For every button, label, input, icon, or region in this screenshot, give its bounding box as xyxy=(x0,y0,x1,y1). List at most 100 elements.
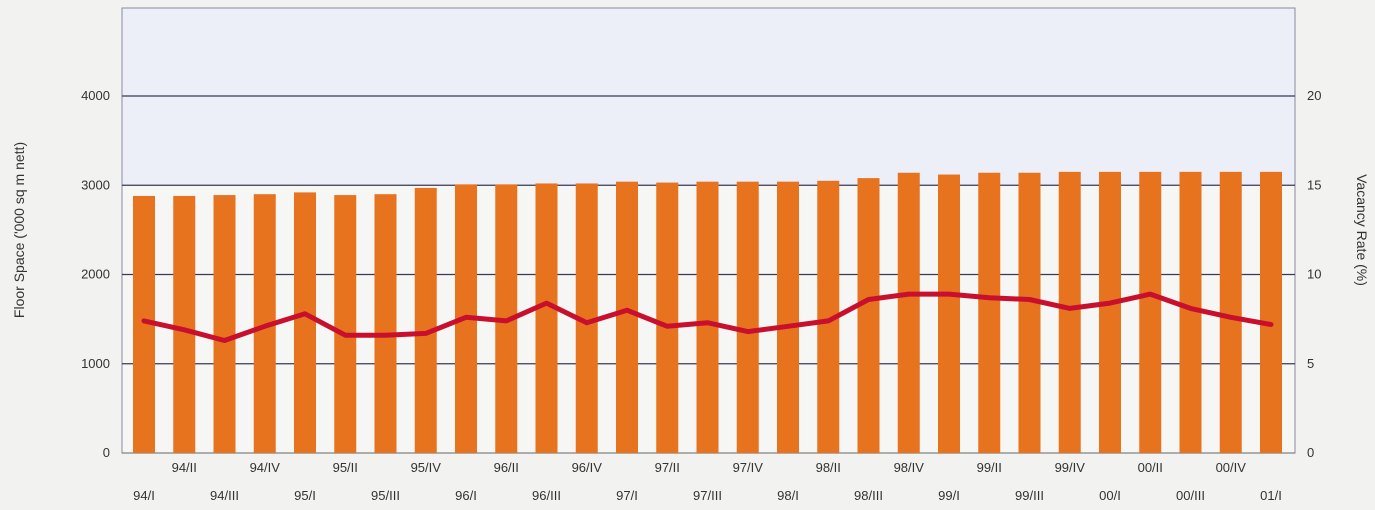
bar xyxy=(736,181,759,453)
line-point xyxy=(464,315,468,320)
x-tick-label: 96/I xyxy=(455,488,477,503)
y-tick-label-right: 15 xyxy=(1307,177,1321,192)
line-point xyxy=(745,329,750,334)
bar xyxy=(938,174,960,454)
x-tick-label: 96/IV xyxy=(572,460,603,475)
line-point xyxy=(343,333,348,338)
y-tick-label-right: 20 xyxy=(1307,88,1321,103)
bar xyxy=(897,172,920,453)
line-point xyxy=(826,318,831,323)
line-point xyxy=(1027,297,1032,302)
line-point xyxy=(222,338,227,343)
bar xyxy=(857,178,880,454)
line-point xyxy=(705,320,710,325)
line-point xyxy=(625,308,629,313)
line-point xyxy=(1108,301,1112,306)
x-tick-label: 97/II xyxy=(655,460,680,475)
x-tick-label: 95/III xyxy=(371,488,400,503)
x-tick-label: 94/I xyxy=(133,488,155,503)
bar xyxy=(817,180,840,453)
x-tick-label: 00/I xyxy=(1099,488,1121,503)
y-axis-title-left: Floor Space ('000 sq m nett) xyxy=(11,142,27,318)
bar xyxy=(294,192,316,453)
bar xyxy=(1058,171,1081,454)
line-point xyxy=(1067,306,1072,311)
x-tick-label: 01/I xyxy=(1260,488,1282,503)
x-tick-label: 96/III xyxy=(532,488,561,503)
plot-area-upper xyxy=(122,8,1295,186)
x-tick-label: 98/III xyxy=(854,488,883,503)
bar xyxy=(173,195,196,453)
line-point xyxy=(1269,322,1273,327)
bar xyxy=(1179,171,1202,454)
line-point xyxy=(866,297,871,302)
line-point xyxy=(544,301,549,306)
bar xyxy=(1219,171,1242,454)
line-point xyxy=(1228,315,1233,320)
x-tick-label: 99/IV xyxy=(1055,460,1086,475)
x-tick-label: 00/II xyxy=(1138,460,1163,475)
x-tick-label: 99/III xyxy=(1015,488,1044,503)
line-point xyxy=(947,292,951,297)
x-tick-label: 94/IV xyxy=(250,460,281,475)
bar xyxy=(133,195,155,453)
x-tick-label: 00/III xyxy=(1176,488,1205,503)
x-tick-label: 94/III xyxy=(210,488,239,503)
bar xyxy=(696,181,719,453)
line-point xyxy=(987,295,992,300)
y-tick-label-left: 1000 xyxy=(81,356,110,371)
x-tick-label: 96/II xyxy=(494,460,519,475)
line-point xyxy=(665,324,670,329)
bar xyxy=(575,183,598,453)
line-point xyxy=(262,324,267,329)
bar xyxy=(1139,171,1162,454)
line-point xyxy=(906,292,911,297)
y-tick-label-left: 3000 xyxy=(81,177,110,192)
y-tick-label-right: 10 xyxy=(1307,267,1321,282)
line-point xyxy=(383,333,388,338)
line-point xyxy=(142,318,146,323)
bar xyxy=(978,172,1001,453)
line-point xyxy=(182,327,187,332)
bar xyxy=(1018,172,1041,453)
x-tick-label: 94/II xyxy=(172,460,197,475)
y-tick-label-right: 5 xyxy=(1307,356,1314,371)
bar xyxy=(535,183,558,453)
bar xyxy=(334,195,357,453)
bar xyxy=(616,181,638,453)
x-tick-label: 98/II xyxy=(816,460,841,475)
x-tick-label: 98/I xyxy=(777,488,799,503)
bar xyxy=(656,182,679,453)
y-tick-label-right: 0 xyxy=(1307,445,1314,460)
y-tick-label-left: 0 xyxy=(103,445,110,460)
x-tick-label: 97/III xyxy=(693,488,722,503)
x-tick-label: 99/II xyxy=(977,460,1002,475)
bar xyxy=(1260,171,1282,454)
x-tick-label: 95/IV xyxy=(411,460,442,475)
bar xyxy=(777,181,799,453)
x-tick-label: 95/I xyxy=(294,488,316,503)
bar xyxy=(1099,171,1121,454)
y-axis-title-right: Vacancy Rate (%) xyxy=(1354,174,1370,286)
line-point xyxy=(303,311,307,316)
line-point xyxy=(584,320,589,325)
x-tick-label: 00/IV xyxy=(1216,460,1247,475)
y-tick-label-left: 4000 xyxy=(81,88,110,103)
line-point xyxy=(1148,292,1153,297)
x-tick-label: 99/I xyxy=(938,488,960,503)
line-point xyxy=(1188,306,1193,311)
x-tick-label: 98/IV xyxy=(894,460,925,475)
x-tick-label: 97/IV xyxy=(733,460,764,475)
line-point xyxy=(786,324,790,329)
bar xyxy=(414,187,437,454)
line-point xyxy=(423,331,428,336)
bar xyxy=(253,194,276,454)
bar xyxy=(213,195,236,453)
x-tick-label: 95/II xyxy=(333,460,358,475)
x-tick-label: 97/I xyxy=(616,488,638,503)
y-tick-label-left: 2000 xyxy=(81,267,110,282)
line-point xyxy=(504,318,509,323)
bar xyxy=(374,194,397,454)
